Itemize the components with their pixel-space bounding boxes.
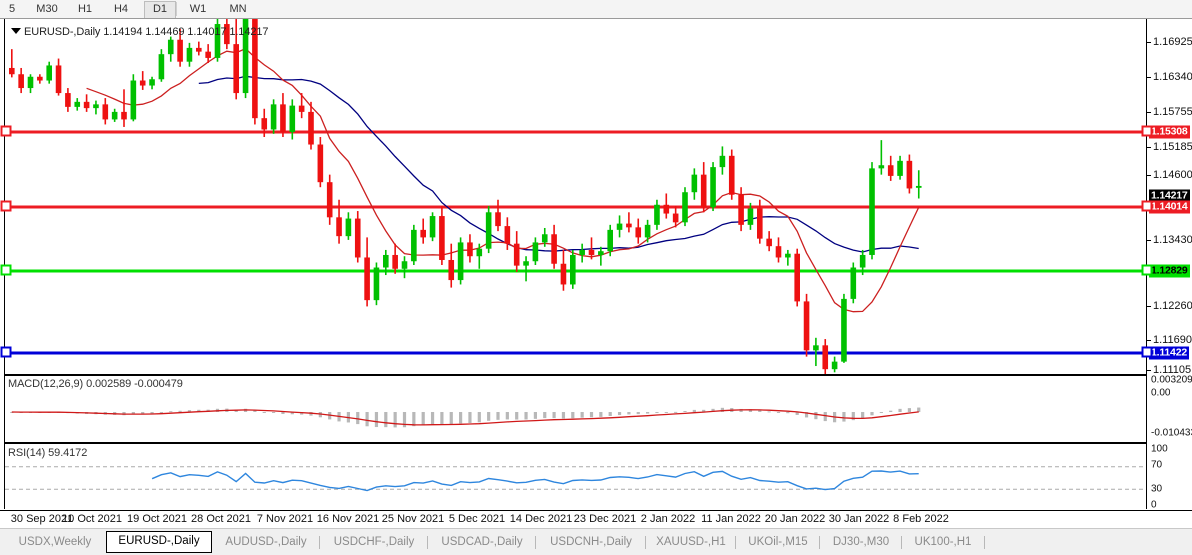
tab-separator: [319, 536, 320, 549]
level-handle-support-green[interactable]: [0, 264, 12, 276]
price-marker-red[interactable]: 1.15308: [1149, 125, 1190, 139]
timeframe-button-d1[interactable]: D1: [144, 1, 176, 19]
price-axis-tick: [1147, 370, 1151, 371]
chart-tab-usdx-weekly[interactable]: USDX,Weekly: [18, 536, 92, 548]
plot-area-border: [4, 19, 1147, 509]
timeframe-button-5[interactable]: 5: [8, 3, 16, 15]
date-axis-label: 23 Dec 2021: [573, 513, 637, 525]
date-axis-label: 28 Oct 2021: [191, 513, 251, 525]
date-axis-label: 16 Nov 2021: [316, 513, 380, 525]
date-axis-label: 11 Jan 2022: [701, 513, 761, 525]
date-axis-label: 19 Oct 2021: [127, 513, 187, 525]
date-axis-label: 14 Dec 2021: [509, 513, 573, 525]
macd-pane[interactable]: [5, 375, 1146, 442]
tab-separator: [984, 536, 985, 549]
tab-separator: [535, 536, 536, 549]
price-axis-tick: [1147, 112, 1151, 113]
chart-tabs-bar: USDX,Weekly EURUSD-,Daily AUDUSD-,Daily USD…: [0, 528, 1192, 555]
timeframe-button-mn[interactable]: MN: [229, 3, 247, 15]
level-handle-resistance-lower[interactable]: [1141, 200, 1153, 212]
tab-separator: [427, 536, 428, 549]
date-axis[interactable]: 30 Sep 2021 10 Oct 2021 19 Oct 2021 28 Oct …: [0, 510, 1192, 529]
chart-tab-xauusd--h1[interactable]: XAUUSD-,H1: [656, 536, 726, 548]
level-handle-resistance-upper[interactable]: [0, 125, 12, 137]
price-axis-label: 1.11690: [1153, 334, 1192, 346]
tab-separator: [901, 536, 902, 549]
pane-divider-macd: [4, 374, 1146, 375]
price-axis-label: 1.14600: [1153, 169, 1192, 181]
rsi-axis-label: 30: [1151, 483, 1163, 495]
chart-frame: 1.16925 1.16340 1.15755 1.15185 1.14600 1.134…: [0, 18, 1192, 511]
price-axis-label: 1.13430: [1153, 234, 1192, 246]
candlestick-chart: [5, 19, 1146, 374]
symbol-dropdown-icon[interactable]: [11, 28, 21, 34]
timeframe-toolbar: 5 M30 H1 H4 D1 W1 MN: [0, 0, 1192, 19]
date-axis-label: 20 Jan 2022: [764, 513, 826, 525]
macd-axis-label: -0.010433: [1151, 427, 1192, 439]
price-pane[interactable]: [5, 19, 1146, 374]
date-axis-label: 10 Oct 2021: [62, 513, 122, 525]
level-handle-support-blue[interactable]: [1141, 346, 1153, 358]
rsi-pane[interactable]: [5, 443, 1146, 510]
price-axis-label: 1.16925: [1153, 36, 1192, 48]
price-axis-label: 1.11105: [1153, 364, 1192, 376]
date-axis-label: 8 Feb 2022: [893, 513, 949, 525]
price-marker-black[interactable]: 1.14217: [1149, 189, 1190, 203]
date-axis-label: 30 Jan 2022: [828, 513, 890, 525]
chart-tab-dj30--m30[interactable]: DJ30-,M30: [832, 536, 890, 548]
date-axis-label: 30 Sep 2021: [10, 513, 74, 525]
price-marker-red[interactable]: 1.14014: [1149, 200, 1190, 214]
price-axis-tick: [1147, 340, 1151, 341]
level-handle-support-blue[interactable]: [0, 346, 12, 358]
chart-tab-ukoil--m15[interactable]: UKOil-,M15: [748, 536, 808, 548]
level-handle-support-green[interactable]: [1141, 264, 1153, 276]
level-handle-resistance-lower[interactable]: [0, 200, 12, 212]
timeframe-button-h4[interactable]: H4: [113, 3, 129, 15]
pane-divider-rsi: [4, 442, 1146, 443]
date-axis-label: 5 Dec 2021: [448, 513, 506, 525]
price-axis-tick: [1147, 240, 1151, 241]
price-axis-label: 1.15185: [1153, 141, 1192, 153]
date-axis-label: 2 Jan 2022: [640, 513, 696, 525]
rsi-axis-label: 70: [1151, 459, 1163, 471]
price-axis[interactable]: 1.16925 1.16340 1.15755 1.15185 1.14600 1.134…: [1146, 19, 1192, 511]
price-axis-label: 1.12260: [1153, 300, 1192, 312]
price-axis-label: 1.15755: [1153, 106, 1192, 118]
tab-separator: [735, 536, 736, 549]
rsi-axis-label: 100: [1151, 443, 1168, 455]
tab-separator: [645, 536, 646, 549]
date-axis-label: 25 Nov 2021: [381, 513, 445, 525]
price-axis-label: 1.16340: [1153, 71, 1192, 83]
chart-tab-eurusd--daily[interactable]: EURUSD-,Daily: [106, 531, 212, 553]
date-axis-label: 7 Nov 2021: [256, 513, 314, 525]
tab-separator: [819, 536, 820, 549]
rsi-axis-label: 0: [1151, 499, 1157, 511]
chart-tab-uk100--h1[interactable]: UK100-,H1: [914, 536, 972, 548]
rsi-label: RSI(14) 59.4172: [8, 447, 88, 459]
macd-label: MACD(12,26,9) 0.002589 -0.000479: [8, 378, 183, 390]
timeframe-button-w1[interactable]: W1: [189, 3, 207, 15]
timeframe-button-h1[interactable]: H1: [77, 3, 93, 15]
level-handle-resistance-upper[interactable]: [1141, 125, 1153, 137]
price-axis-tick: [1147, 77, 1151, 78]
timeframe-button-m30[interactable]: M30: [36, 3, 58, 15]
chart-symbol-label: EURUSD-,Daily 1.14194 1.14469 1.14017 1.…: [24, 26, 269, 38]
price-axis-tick: [1147, 147, 1151, 148]
rsi-indicator-chart: [5, 466, 1146, 492]
chart-tab-usdcad--daily[interactable]: USDCAD-,Daily: [441, 536, 523, 548]
macd-axis-label: 0.003209: [1151, 374, 1192, 386]
macd-indicator-chart: [10, 407, 921, 428]
chart-tab-audusd--daily[interactable]: AUDUSD-,Daily: [225, 536, 307, 548]
price-axis-tick: [1147, 42, 1151, 43]
price-marker-green[interactable]: 1.12829: [1149, 264, 1190, 278]
chart-tab-usdcnh--daily[interactable]: USDCNH-,Daily: [550, 536, 632, 548]
price-axis-tick: [1147, 175, 1151, 176]
price-marker-blue[interactable]: 1.11422: [1149, 346, 1189, 360]
chart-tab-usdchf--daily[interactable]: USDCHF-,Daily: [333, 536, 415, 548]
toolbar-separator: [176, 2, 177, 16]
macd-axis-label: 0.00: [1151, 387, 1171, 399]
price-axis-tick: [1147, 306, 1151, 307]
